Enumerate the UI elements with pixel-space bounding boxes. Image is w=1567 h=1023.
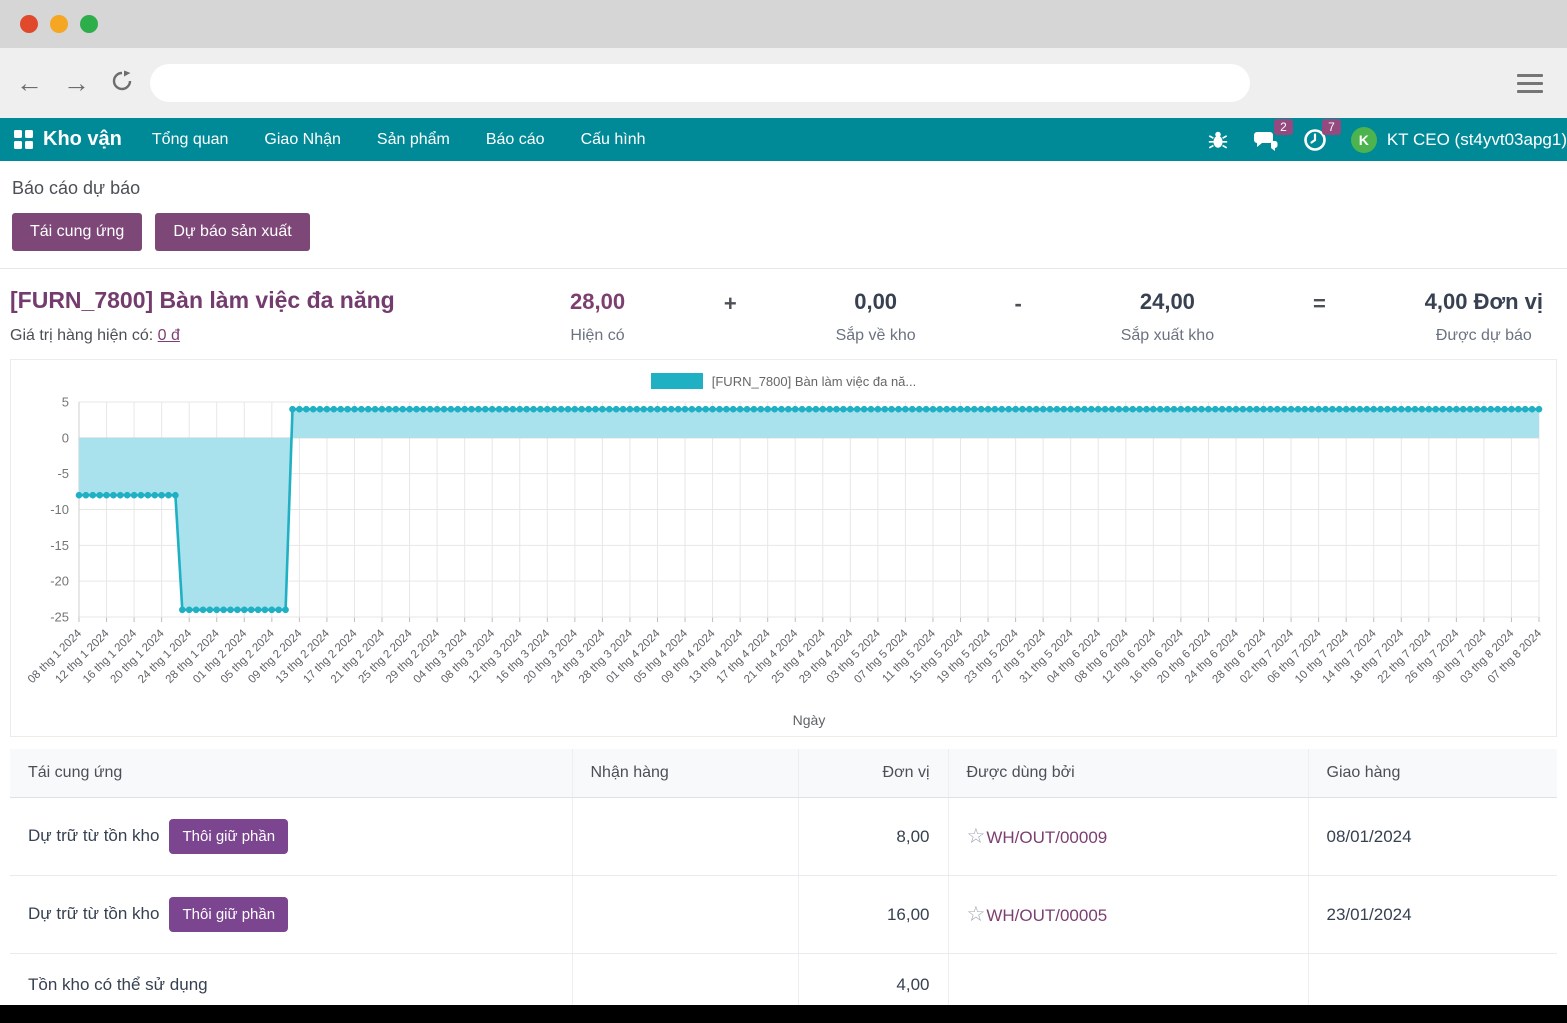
menu-item-products[interactable]: Sản phẩm: [376, 130, 450, 148]
svg-text:5: 5: [62, 395, 69, 410]
forecasted-label: Được dự báo: [1435, 327, 1532, 344]
forecast-table-body: Dự trữ từ tồn kho Thôi giữ phần 8,00 ☆WH/OU…: [10, 797, 1557, 1017]
svg-text:-5: -5: [57, 466, 69, 481]
messages-icon[interactable]: 2: [1253, 118, 1293, 152]
outgoing-label: Sắp xuất kho: [1120, 327, 1215, 344]
receipt-cell: [572, 875, 799, 954]
on-hand-label: Hiện có: [570, 327, 625, 344]
reload-icon[interactable]: [110, 69, 134, 98]
breadcrumb: Báo cáo dự báo: [12, 178, 141, 198]
quantity-cell: 8,00: [798, 797, 949, 876]
main-menu: Tổng quan Giao Nhận Sản phẩm Báo cáo Cấu…: [152, 131, 646, 149]
app-navbar: Kho vận Tổng quan Giao Nhận Sản phẩm Báo…: [0, 118, 1567, 161]
table-row: Dự trữ từ tồn kho Thôi giữ phần 16,00 ☆WH/O…: [10, 875, 1557, 954]
table-row: Dự trữ từ tồn kho Thôi giữ phần 8,00 ☆WH/OU…: [10, 797, 1557, 876]
delivery-date-cell: 23/01/2024: [1308, 875, 1557, 954]
equals-operator: =: [1312, 291, 1326, 316]
bottom-black-bar: [0, 1005, 1567, 1023]
svg-text:Ngày: Ngày: [793, 712, 826, 728]
row-label: Tồn kho có thể sử dụng: [28, 975, 208, 994]
debug-bug-icon[interactable]: [1207, 129, 1229, 151]
stock-value-link[interactable]: 0 đ: [157, 327, 180, 344]
activities-badge: 7: [1322, 118, 1341, 135]
app-switcher[interactable]: Kho vận: [14, 128, 122, 151]
forecast-production-button[interactable]: Dự báo sản xuất: [155, 213, 310, 251]
row-label: Dự trữ từ tồn kho: [28, 826, 160, 845]
quantity-cell: 16,00: [798, 875, 949, 954]
stat-incoming: 0,00 Sắp về kho: [836, 289, 916, 345]
avatar: K: [1350, 126, 1377, 153]
stat-forecasted: 4,00 Đơn vị Được dự báo: [1425, 289, 1543, 345]
svg-text:-10: -10: [50, 502, 69, 517]
row-label: Dự trữ từ tồn kho: [28, 904, 160, 923]
used-by-link[interactable]: WH/OUT/00009: [986, 828, 1108, 847]
product-title: [FURN_7800] Bàn làm việc đa năng: [10, 287, 395, 313]
action-row: Tái cung ứng Dự báo sản xuất: [0, 205, 1567, 269]
menu-item-transfers[interactable]: Giao Nhận: [264, 130, 341, 148]
table-header-row: Tái cung ứng Nhận hàng Đơn vị Được dùng …: [10, 749, 1557, 798]
on-hand-value[interactable]: 28,00: [570, 289, 626, 314]
browser-menu-icon[interactable]: [1517, 73, 1543, 93]
stat-outgoing: 24,00 Sắp xuất kho: [1121, 289, 1214, 345]
forward-icon[interactable]: →: [63, 67, 90, 98]
svg-text:-20: -20: [50, 574, 69, 589]
menu-item-reporting[interactable]: Báo cáo: [485, 130, 545, 148]
col-header-used-by[interactable]: Được dùng bởi: [948, 749, 1309, 798]
forecast-chart-card: [FURN_7800] Bàn làm việc đa nă... 08 thg…: [10, 359, 1557, 737]
outgoing-value: 24,00: [1139, 289, 1195, 314]
menu-item-overview[interactable]: Tổng quan: [151, 130, 229, 148]
legend-swatch: [650, 373, 703, 389]
app-name: Kho vận: [43, 128, 122, 150]
close-window-button[interactable]: [20, 15, 38, 33]
used-by-cell: ☆WH/OUT/00009: [948, 797, 1309, 876]
product-header: [FURN_7800] Bàn làm việc đa năng Giá trị…: [0, 269, 1567, 355]
user-menu[interactable]: K: [1350, 126, 1377, 153]
menu-item-configuration[interactable]: Cấu hình: [580, 130, 646, 148]
stock-value-label: Giá trị hàng hiện có:: [10, 327, 154, 344]
apps-grid-icon: [14, 130, 33, 149]
used-by-cell: ☆WH/OUT/00005: [948, 875, 1309, 954]
browser-titlebar: [0, 0, 1567, 48]
legend-label: [FURN_7800] Bàn làm việc đa nă...: [711, 373, 917, 389]
minimize-window-button[interactable]: [50, 15, 68, 33]
browser-toolbar: ← →: [0, 48, 1567, 118]
col-header-receipt[interactable]: Nhận hàng: [572, 749, 799, 798]
delivery-date-cell: 08/01/2024: [1308, 797, 1557, 876]
used-by-link[interactable]: WH/OUT/00005: [986, 906, 1108, 925]
receipt-cell: [572, 797, 799, 876]
incoming-label: Sắp về kho: [835, 327, 916, 344]
forecast-formula: 28,00 Hiện có + 0,00 Sắp về kho - 24,00 …: [570, 287, 1543, 345]
svg-text:-25: -25: [50, 610, 69, 625]
favorite-star-icon[interactable]: ☆: [966, 825, 986, 848]
minus-operator: -: [1014, 291, 1022, 316]
col-header-quantity[interactable]: Đơn vị: [798, 749, 949, 798]
user-name[interactable]: KT CEO (st4yvt03apg1): [1386, 129, 1567, 149]
forecast-table: Tái cung ứng Nhận hàng Đơn vị Được dùng …: [10, 749, 1557, 1017]
address-bar-input[interactable]: [150, 64, 1250, 102]
maximize-window-button[interactable]: [80, 15, 98, 33]
col-header-delivery[interactable]: Giao hàng: [1308, 749, 1557, 798]
unreserve-button[interactable]: Thôi giữ phần: [169, 897, 289, 932]
favorite-star-icon[interactable]: ☆: [966, 903, 986, 926]
svg-text:0: 0: [62, 430, 69, 445]
messages-badge: 2: [1274, 118, 1293, 135]
forecasted-value: 4,00 Đơn vị: [1424, 289, 1543, 314]
activities-clock-icon[interactable]: 7: [1303, 118, 1341, 152]
incoming-value: 0,00: [854, 289, 898, 314]
replenish-button[interactable]: Tái cung ứng: [12, 213, 143, 251]
unreserve-button[interactable]: Thôi giữ phần: [169, 819, 289, 854]
svg-text:-15: -15: [50, 538, 69, 553]
plus-operator: +: [723, 291, 737, 316]
col-header-replenishment[interactable]: Tái cung ứng: [10, 749, 573, 798]
chart-legend[interactable]: [FURN_7800] Bàn làm việc đa nă...: [11, 369, 1556, 393]
back-icon[interactable]: ←: [16, 67, 43, 98]
stat-on-hand: 28,00 Hiện có: [570, 289, 625, 345]
